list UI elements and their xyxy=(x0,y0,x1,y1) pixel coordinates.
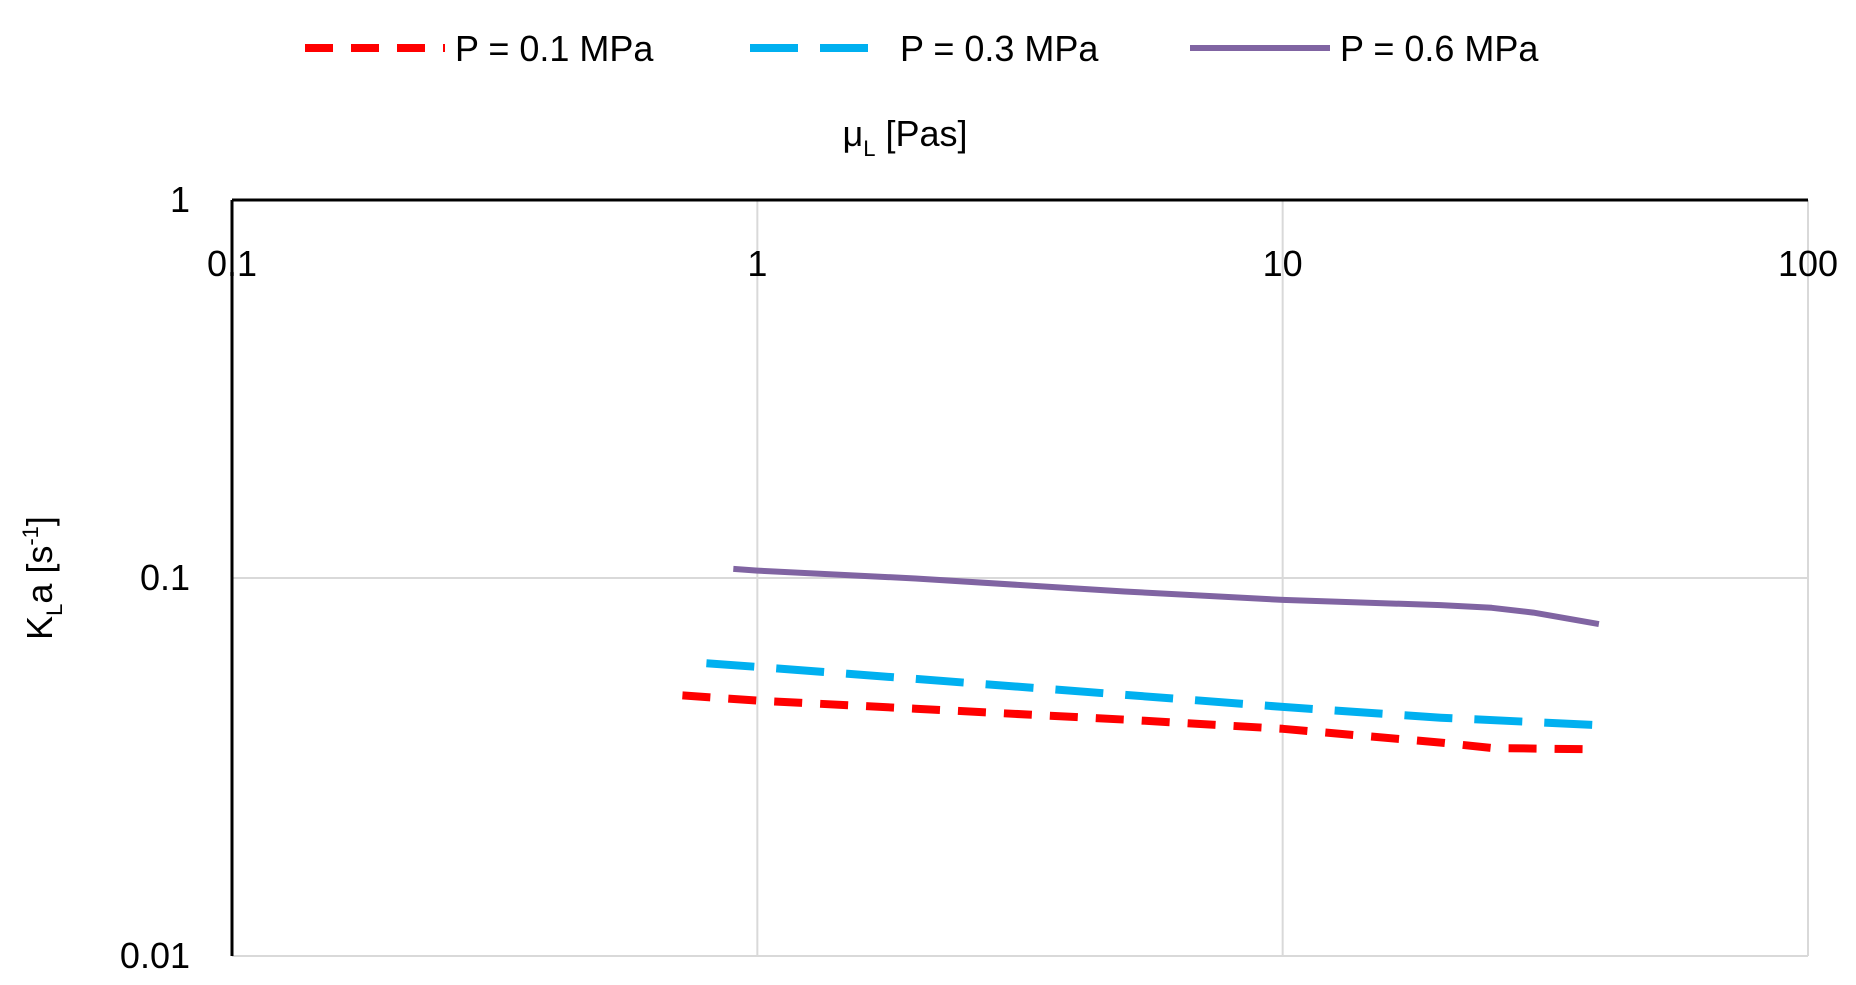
x-tick-label: 100 xyxy=(1778,243,1838,284)
series-line-3 xyxy=(733,565,1600,628)
x-axis-title-sub: L xyxy=(863,136,875,161)
x-axis-title-main: μ xyxy=(842,113,863,154)
y-axis-title-sup: -1 xyxy=(18,526,43,546)
y-tick-label: 1 xyxy=(170,179,190,220)
y-axis-title-sub: L xyxy=(42,604,67,616)
y-axis-title-main: K xyxy=(19,616,60,640)
x-tick-label: 10 xyxy=(1263,243,1303,284)
tick-labels: 0.1 1 10 100 1 0.1 0.01 xyxy=(120,179,1838,976)
series-line-2 xyxy=(706,659,1600,730)
y-axis-title: KLa [s-1] xyxy=(18,516,67,640)
x-tick-label: 1 xyxy=(747,243,767,284)
y-axis-title-rest2: ] xyxy=(19,516,60,526)
y-tick-label: 0.1 xyxy=(140,557,190,598)
x-axis-title-rest: [Pas] xyxy=(875,113,967,154)
legend-label-3: P = 0.6 MPa xyxy=(1340,28,1539,69)
y-tick-label: 0.01 xyxy=(120,935,190,976)
x-axis-title: μL [Pas] xyxy=(842,113,967,161)
y-axis-title-rest1: a [s xyxy=(19,546,60,604)
legend: P = 0.1 MPa P = 0.3 MPa P = 0.6 MPa xyxy=(305,28,1539,69)
axes xyxy=(230,198,1808,956)
legend-label-2: P = 0.3 MPa xyxy=(900,28,1099,69)
x-tick-label: 0.1 xyxy=(207,243,257,284)
plot-area xyxy=(682,565,1600,754)
grid xyxy=(231,199,1809,957)
series-line-1 xyxy=(682,691,1599,754)
legend-label-1: P = 0.1 MPa xyxy=(455,28,654,69)
